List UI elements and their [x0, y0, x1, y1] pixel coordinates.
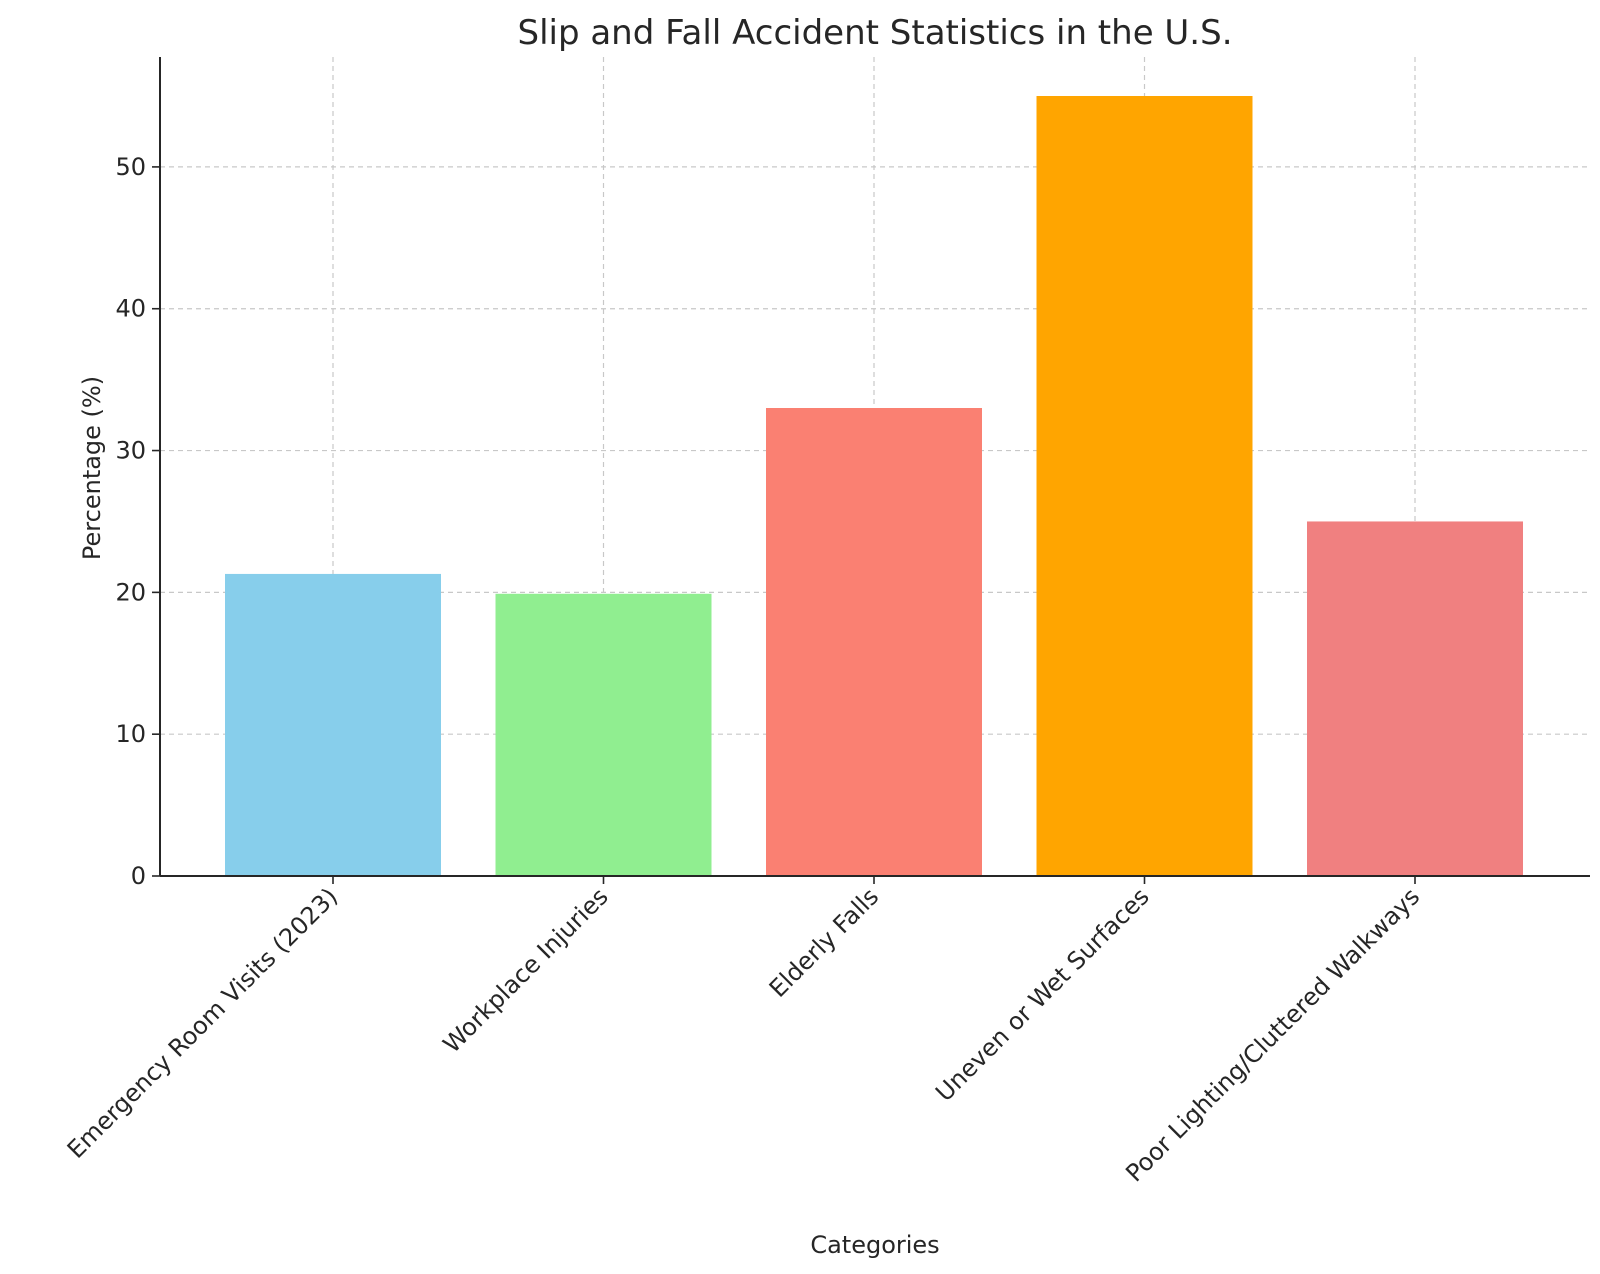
x-tick-label: Workplace Injuries — [438, 882, 614, 1058]
bar — [1307, 521, 1523, 876]
y-axis-label: Percentage (%) — [78, 376, 106, 560]
bar — [495, 593, 712, 876]
y-tick-label: 10 — [115, 720, 146, 748]
x-axis-label: Categories — [810, 1231, 939, 1259]
bar — [766, 408, 982, 876]
bar — [225, 573, 441, 876]
chart-title: Slip and Fall Accident Statistics in the… — [517, 13, 1232, 53]
y-tick-label: 0 — [131, 862, 146, 890]
bar — [1036, 96, 1253, 876]
bars — [225, 96, 1523, 876]
x-tick-label: Emergency Room Visits (2023) — [62, 882, 343, 1163]
y-tick-label: 30 — [115, 437, 146, 465]
y-tick-label: 50 — [115, 153, 146, 181]
y-tick-label: 40 — [115, 295, 146, 323]
x-tick-label: Poor Lighting/Cluttered Walkways — [1120, 882, 1425, 1187]
x-tick-label: Elderly Falls — [764, 882, 884, 1002]
y-tick-label: 20 — [115, 578, 146, 606]
x-tick-label: Uneven or Wet Surfaces — [930, 882, 1155, 1107]
